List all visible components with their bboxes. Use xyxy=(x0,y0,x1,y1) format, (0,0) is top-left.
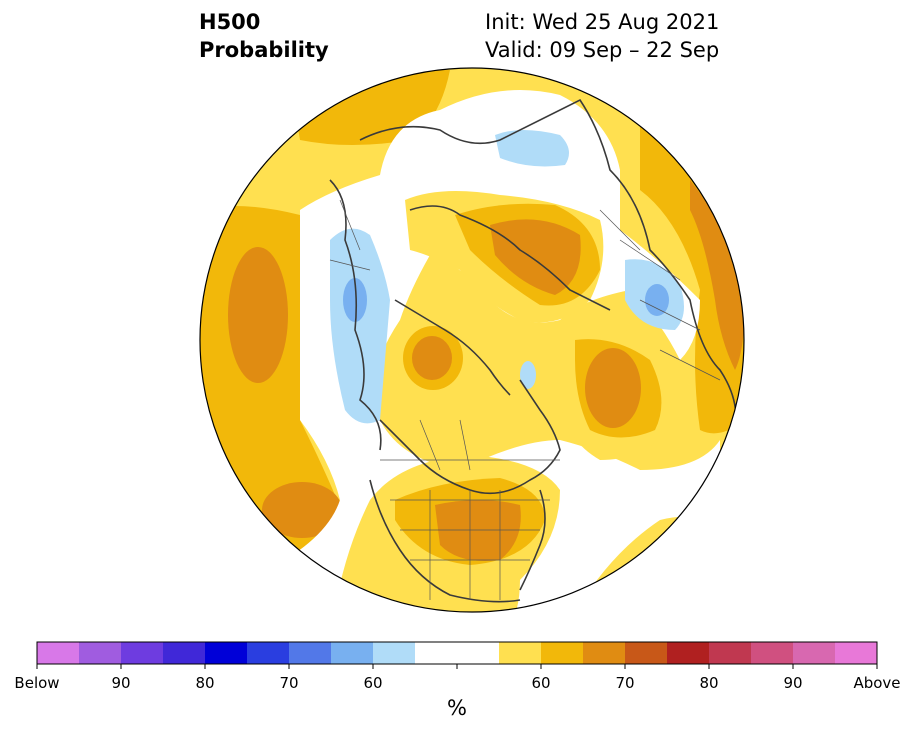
colorbar-cell xyxy=(583,642,626,664)
europe-borders xyxy=(329,199,371,271)
east-core-80 xyxy=(690,180,744,370)
europe-coast xyxy=(329,179,382,451)
atlantic-core-80 xyxy=(228,247,288,383)
borders xyxy=(329,199,721,600)
colorbar-cell xyxy=(415,642,458,664)
canada-lines xyxy=(380,419,560,471)
colorbar-cell xyxy=(709,642,752,664)
colorbar-cell xyxy=(541,642,584,664)
colorbar-cell xyxy=(37,642,80,664)
title-line1: H500 xyxy=(199,10,261,34)
colorbar-cell xyxy=(205,642,248,664)
probability-field xyxy=(200,68,744,612)
east-coast xyxy=(519,489,546,591)
colorbar-tick-label: 60 xyxy=(531,674,551,692)
colorbar-tick-label: 70 xyxy=(279,674,299,692)
colorbar-tick-label: 70 xyxy=(615,674,635,692)
colorbar-cell xyxy=(457,642,500,664)
east-belt-70 xyxy=(640,120,744,434)
arctic-below-60 xyxy=(495,130,569,167)
colorbar-cell xyxy=(499,642,542,664)
colorbar-cell xyxy=(121,642,164,664)
colorbar-cell xyxy=(79,642,122,664)
colorbar-cell xyxy=(625,642,668,664)
colorbar-cell xyxy=(163,642,206,664)
colorbar-cell xyxy=(667,642,710,664)
colorbar-cells xyxy=(37,642,878,664)
valid-period: Init: Wed 25 Aug 2021 Valid: 09 Sep – 22… xyxy=(485,8,719,64)
colorbar-cell xyxy=(247,642,290,664)
polar-below-60 xyxy=(520,361,536,389)
map-boundary xyxy=(199,67,745,613)
colorbar-tick-label: 60 xyxy=(363,674,383,692)
colorbar-tick-label: 80 xyxy=(699,674,719,692)
colorbar-cell xyxy=(835,642,878,664)
greenland-80 xyxy=(412,336,452,380)
colorbar-unit: % xyxy=(447,696,467,720)
asia-borders xyxy=(599,209,721,381)
europe-below-70 xyxy=(343,278,367,322)
colorbar-cell xyxy=(331,642,374,664)
colorbar-tick-label: 90 xyxy=(783,674,803,692)
colorbar-tick-label: Below xyxy=(14,674,60,692)
colorbar-tick-label: 90 xyxy=(111,674,131,692)
eurasia-coast xyxy=(359,98,737,431)
init-date: Init: Wed 25 Aug 2021 xyxy=(485,10,720,34)
asia-below-70 xyxy=(645,284,669,316)
siberia-coast xyxy=(409,205,611,311)
valid-dates: Valid: 09 Sep – 22 Sep xyxy=(485,38,720,62)
north-america-west-coast xyxy=(369,479,521,603)
colorbar-cell xyxy=(373,642,416,664)
colorbar-tick-label: 80 xyxy=(195,674,215,692)
siberia-80 xyxy=(490,219,581,295)
north-america-80 xyxy=(435,500,521,561)
arctic-islands xyxy=(394,299,511,396)
chart-title: H500 Probability xyxy=(199,8,329,64)
europe-below-60 xyxy=(330,228,390,424)
southwest-core-80 xyxy=(262,482,342,538)
polar-map xyxy=(199,67,745,613)
us-state-lines xyxy=(390,490,550,600)
coastlines xyxy=(329,98,737,603)
colorbar-cell xyxy=(751,642,794,664)
pacific-80 xyxy=(585,348,641,428)
colorbar-tick-label: Above xyxy=(853,674,901,692)
colorbar-ticks xyxy=(36,664,878,669)
colorbar-cell xyxy=(289,642,332,664)
colorbar-cell xyxy=(793,642,836,664)
title-line2: Probability xyxy=(199,38,329,62)
